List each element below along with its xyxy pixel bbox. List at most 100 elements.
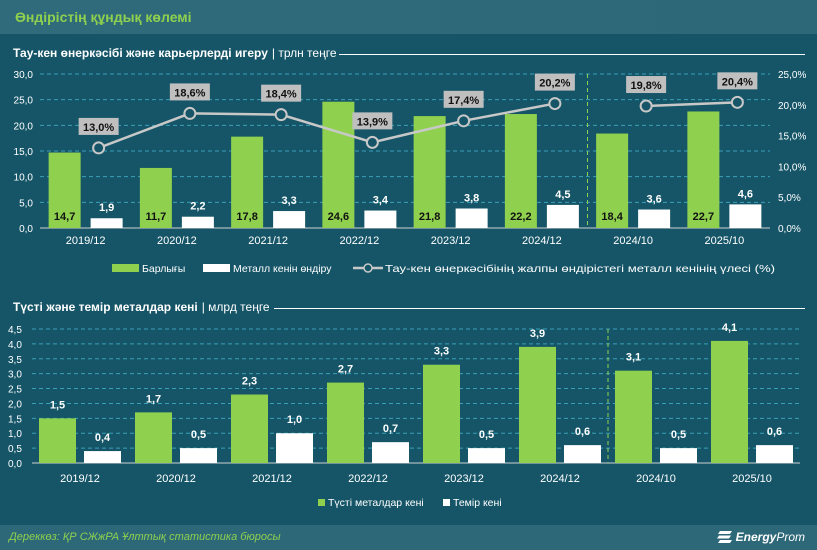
chart1-title-rule (339, 54, 805, 55)
share-label: 20,4% (722, 76, 753, 88)
share-point (730, 95, 744, 109)
y-tick-label: 0,5 (8, 444, 22, 455)
bar-iron (564, 445, 601, 463)
chart1-title: Тау-кен өнеркәсібі және карьерлерді игер… (13, 46, 337, 60)
bar-nonferrous (423, 364, 460, 463)
chart2-svg: 0,0 0,5 1,0 1,5 2,0 2,5 3,0 3,5 4,0 4,5 1,5 0,4 2019… (8, 322, 800, 509)
share-point (183, 106, 197, 120)
y-tick-label: 25,0 (14, 96, 34, 107)
bar-metal-label: 3,3 (281, 195, 296, 207)
x-tick-label: 2021/12 (248, 235, 288, 247)
bar-total-label: 22,7 (693, 211, 714, 223)
x-tick-label: 2022/12 (339, 235, 379, 247)
share-label: 18,4% (266, 89, 297, 101)
legend-label-total: Барлығы (142, 263, 185, 275)
bar-total (687, 111, 720, 228)
logo-text-bold: Energy (735, 530, 777, 544)
y-tick-label: 2,5 (8, 385, 22, 396)
share-point (274, 108, 288, 122)
y2-tick-label: 20,0% (778, 101, 806, 112)
bar-metal-label: 3,6 (646, 194, 661, 206)
header-bar: Өндірістің құндық көлемі (0, 0, 817, 34)
bar-metal-ore (273, 211, 306, 228)
y-tick-label: 1,5 (8, 414, 22, 425)
x-tick-label: 2025/10 (732, 473, 772, 485)
bar-total (596, 133, 629, 228)
bar-iron (468, 448, 505, 463)
legend-swatch-total (112, 264, 139, 272)
logo-icon (716, 531, 732, 543)
y-tick-label: 3,0 (8, 370, 22, 381)
legend-label-metal: Металл кенін өндіру (233, 263, 332, 275)
y-tick-label: 4,5 (8, 325, 22, 336)
chart1-unit-text: трлн теңге (278, 46, 337, 60)
bar-iron (660, 448, 697, 463)
y-tick-label: 2,0 (8, 399, 22, 410)
y-tick-label: 0,0 (8, 459, 22, 470)
share-label-box (261, 84, 302, 102)
share-label-box (169, 83, 210, 101)
bar-iron-label: 0,6 (767, 426, 782, 438)
bar-nonferrous (327, 382, 364, 463)
bar-metal-label: 4,5 (555, 189, 570, 201)
legend-label-share: Тау-кен өнеркәсібінің жалпы өндірістегі … (385, 263, 775, 275)
share-label-box (352, 112, 393, 130)
bar-nonferrous-label: 1,5 (50, 399, 65, 411)
legend-swatch-iron (443, 499, 450, 506)
footer-bar: Дереккөз: ҚР СЖжРА Ұлттық статистика бюр… (0, 525, 817, 550)
share-label-box (78, 117, 119, 135)
y-tick-label: 4,0 (8, 340, 22, 351)
bar-iron-label: 0,7 (383, 423, 398, 435)
x-tick-label: 2020/12 (157, 235, 197, 247)
bar-total-label: 14,7 (54, 211, 75, 223)
bar-iron-label: 0,6 (575, 426, 590, 438)
bar-metal-ore (546, 204, 579, 228)
bar-iron (276, 433, 313, 463)
bar-iron-label: 0,4 (95, 432, 111, 444)
share-label-box (534, 73, 575, 91)
y-tick-label: 5,0 (19, 198, 33, 209)
bar-total-label: 22,2 (510, 211, 531, 223)
bar-iron (756, 445, 793, 463)
share-label: 18,6% (174, 87, 205, 99)
bar-total-label: 18,4 (601, 211, 623, 223)
chart2-title-rule (274, 308, 805, 309)
y2-tick-label: 5,0% (778, 193, 801, 204)
share-point (548, 97, 562, 111)
x-tick-label: 2023/12 (444, 473, 484, 485)
y2-tick-label: 10,0% (778, 162, 806, 173)
x-tick-label: 2019/12 (60, 473, 100, 485)
bar-iron (84, 451, 121, 463)
share-label: 13,9% (357, 116, 388, 128)
bar-nonferrous (711, 340, 748, 463)
bar-nonferrous-label: 3,1 (626, 352, 641, 364)
bar-metal-label: 2,2 (190, 201, 205, 213)
bar-nonferrous (135, 412, 172, 463)
bar-nonferrous-label: 1,7 (146, 393, 161, 405)
legend-swatch-metal (203, 264, 230, 272)
bar-nonferrous (231, 394, 268, 463)
page-title: Өндірістің құндық көлемі (15, 9, 192, 25)
bar-total (322, 101, 355, 228)
chart1-unit: | трлн теңге (271, 46, 337, 60)
legend-marker-share (363, 263, 373, 273)
y-tick-label: 15,0 (14, 147, 34, 158)
x-tick-label: 2021/12 (252, 473, 292, 485)
bar-iron-label: 0,5 (671, 429, 686, 441)
y-tick-label: 10,0 (14, 173, 34, 184)
y2-tick-label: 15,0% (778, 132, 806, 143)
bar-metal-ore (364, 210, 397, 228)
x-tick-label: 2022/12 (348, 473, 388, 485)
bar-total-label: 24,6 (328, 211, 349, 223)
share-label-box (626, 76, 667, 94)
chart2-title: Түсті және темір металдар кені | млрд те… (13, 300, 270, 314)
y-tick-label: 30,0 (14, 70, 34, 81)
bar-nonferrous-label: 3,9 (530, 328, 545, 340)
share-point (365, 135, 379, 149)
share-label: 20,2% (539, 78, 570, 90)
chart2-unit: | млрд теңге (201, 300, 270, 314)
x-tick-label: 2024/12 (522, 235, 562, 247)
energyprom-logo: Energy Prom (716, 530, 805, 544)
share-label: 13,0% (83, 122, 114, 134)
bar-iron-label: 0,5 (191, 429, 206, 441)
